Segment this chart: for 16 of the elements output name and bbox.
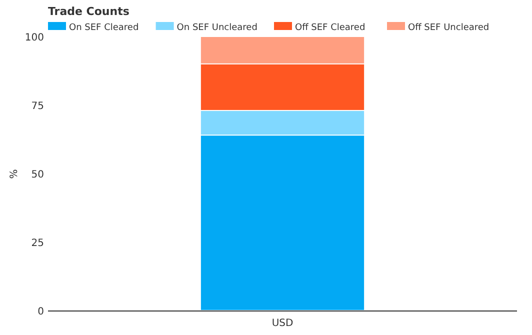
bar [200,64,364,110]
y-tick-label: 0 [38,306,44,318]
y-axis-title: % [9,169,20,179]
bar [200,37,364,64]
legend-label: On SEF Cleared [69,23,139,33]
legend-label: On SEF Uncleared [176,23,258,33]
x-tick-label: USD [272,318,294,329]
y-tick-label: 75 [31,101,44,112]
bar [200,110,364,135]
y-tick-label: 25 [31,238,44,249]
legend-label: Off SEF Uncleared [408,23,490,33]
legend-label: Off SEF Cleared [295,23,366,33]
y-tick-label: 50 [31,170,44,180]
chart-title: Trade Counts [48,5,130,18]
bar [200,136,364,310]
y-tick-label: 100 [24,32,44,44]
